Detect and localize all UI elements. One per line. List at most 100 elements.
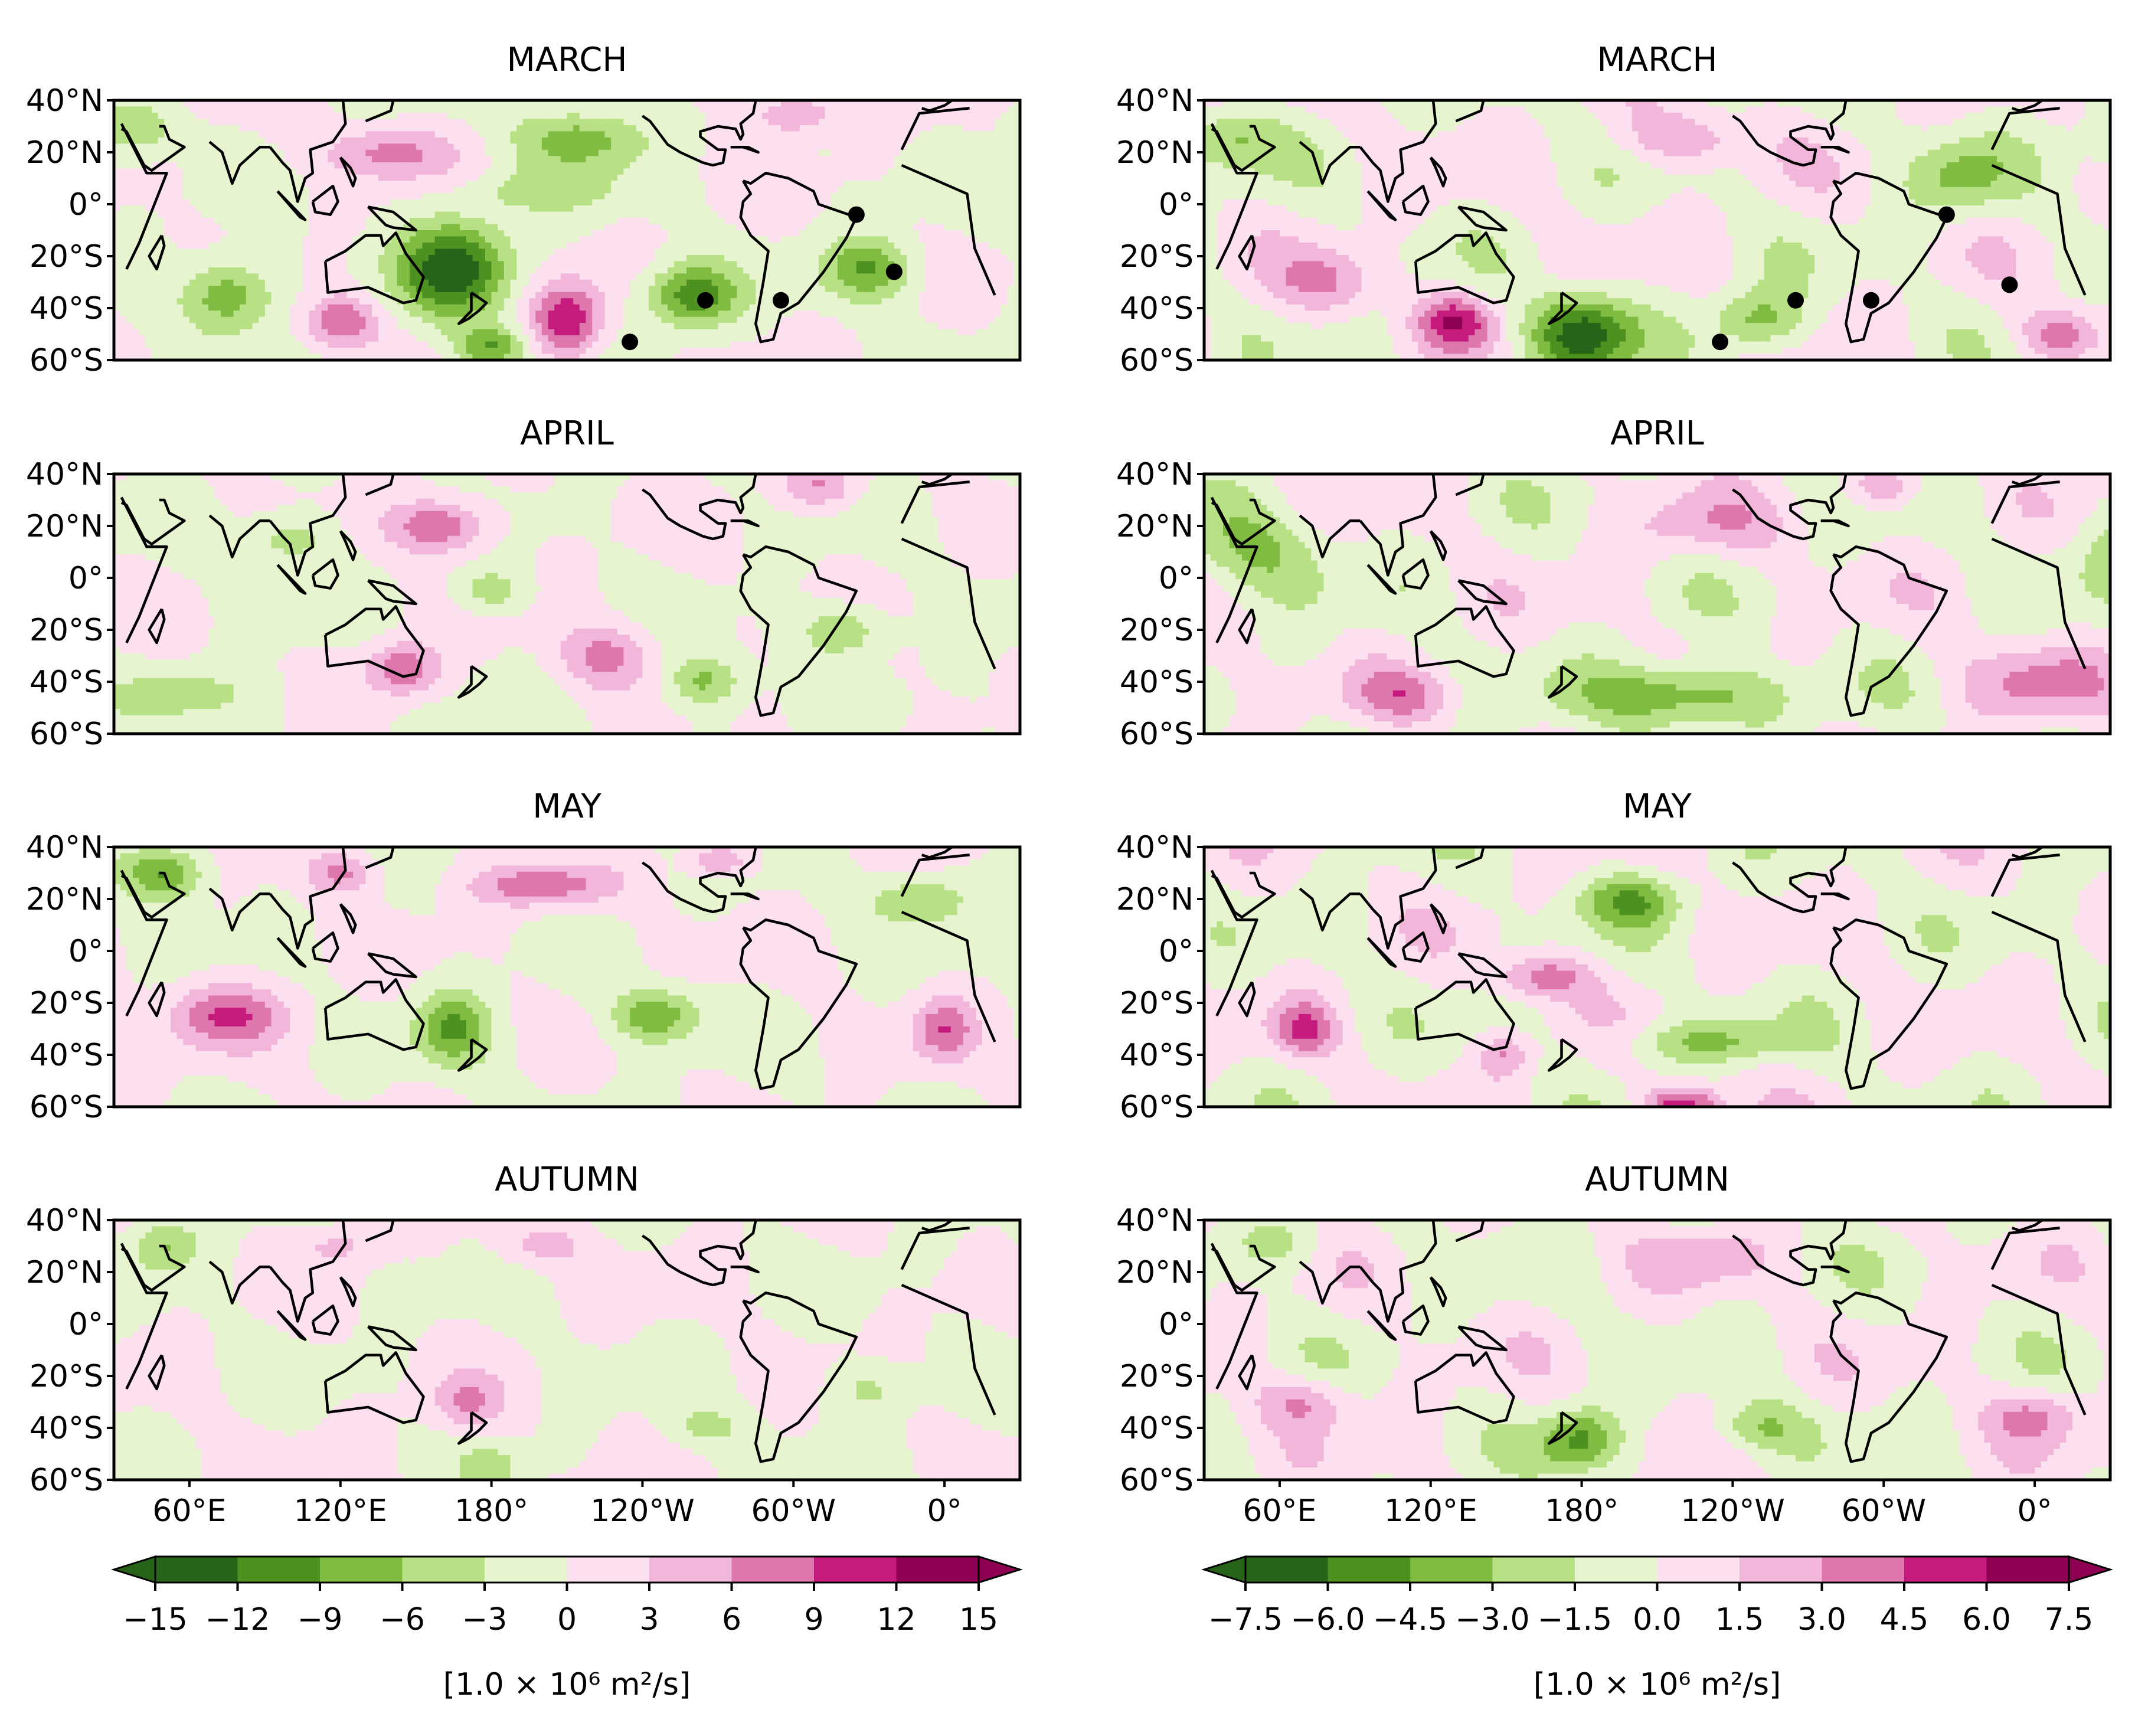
field-cell (264, 112, 272, 120)
field-cell (1013, 273, 1020, 280)
field-cell (151, 279, 159, 287)
field-cell (422, 106, 429, 113)
field-cell (1001, 224, 1008, 231)
field-cell (623, 100, 630, 107)
field-cell (875, 193, 882, 200)
field-cell (221, 131, 228, 138)
field-cell (699, 273, 706, 280)
field-cell (403, 254, 410, 262)
field-cell (202, 261, 209, 268)
field-cell (202, 174, 209, 181)
field-cell (673, 168, 681, 175)
field-cell (498, 100, 505, 107)
field-cell (410, 100, 417, 107)
field-cell (737, 187, 744, 194)
field-cell (825, 273, 832, 280)
field-cell (221, 304, 228, 311)
field-cell (422, 286, 429, 293)
field-cell (724, 168, 731, 175)
field-cell (655, 224, 662, 231)
field-cell (302, 267, 310, 274)
field-cell (353, 187, 360, 194)
field-cell (516, 156, 524, 163)
field-cell (158, 125, 165, 132)
field-cell (321, 279, 329, 287)
field-cell (472, 149, 480, 157)
field-cell (995, 286, 1002, 293)
field-cell (321, 304, 329, 311)
field-cell (290, 230, 297, 237)
field-cell (724, 205, 731, 212)
field-cell (416, 211, 423, 218)
field-cell (793, 174, 800, 181)
field-cell (699, 279, 706, 287)
field-cell (264, 156, 272, 163)
field-cell (567, 187, 574, 194)
field-cell (969, 143, 977, 151)
field-cell (541, 205, 549, 212)
field-cell (183, 199, 190, 206)
field-cell (554, 193, 561, 200)
field-cell (598, 236, 606, 243)
field-cell (541, 181, 549, 188)
field-cell (636, 267, 643, 274)
field-cell (221, 112, 228, 120)
field-cell (290, 143, 297, 151)
field-cell (831, 168, 838, 175)
field-cell (208, 218, 215, 225)
field-cell (862, 181, 869, 188)
field-cell (604, 174, 612, 181)
field-cell (673, 254, 681, 262)
field-cell (277, 249, 285, 256)
field-cell (774, 249, 782, 256)
field-cell (516, 174, 524, 181)
field-cell (573, 230, 580, 237)
field-cell (208, 137, 215, 145)
field-cell (818, 131, 826, 138)
field-cell (705, 267, 712, 274)
field-cell (950, 286, 958, 293)
field-cell (931, 156, 939, 163)
field-cell (120, 193, 127, 200)
field-cell (875, 298, 882, 305)
field-cell (151, 137, 159, 145)
field-cell (548, 137, 555, 145)
field-cell (541, 199, 549, 206)
field-cell (271, 298, 278, 305)
field-cell (793, 149, 800, 157)
field-cell (466, 286, 473, 293)
field-cell (498, 242, 505, 250)
field-cell (264, 199, 272, 206)
field-cell (522, 304, 530, 311)
field-cell (661, 193, 668, 200)
field-cell (831, 112, 838, 120)
field-cell (158, 162, 165, 169)
field-cell (189, 261, 197, 268)
field-cell (346, 137, 354, 145)
field-cell (541, 236, 549, 243)
field-cell (668, 112, 675, 120)
field-cell (761, 211, 769, 218)
field-cell (686, 131, 694, 138)
field-cell (630, 249, 637, 256)
field-cell (988, 100, 996, 107)
field-cell (630, 181, 637, 188)
field-cell (680, 298, 687, 305)
field-cell (466, 273, 473, 280)
field-cell (907, 218, 914, 225)
field-cell (365, 143, 372, 151)
field-cell (655, 230, 662, 237)
field-cell (957, 261, 964, 268)
field-cell (403, 273, 410, 280)
field-cell (548, 304, 555, 311)
field-cell (982, 119, 989, 126)
field-cell (422, 211, 429, 218)
field-cell (611, 286, 618, 293)
field-cell (516, 131, 524, 138)
field-cell (756, 199, 763, 206)
field-cell (586, 310, 593, 318)
field-cell (548, 143, 555, 151)
field-cell (315, 254, 322, 262)
field-cell (309, 143, 316, 151)
field-cell (227, 162, 234, 169)
